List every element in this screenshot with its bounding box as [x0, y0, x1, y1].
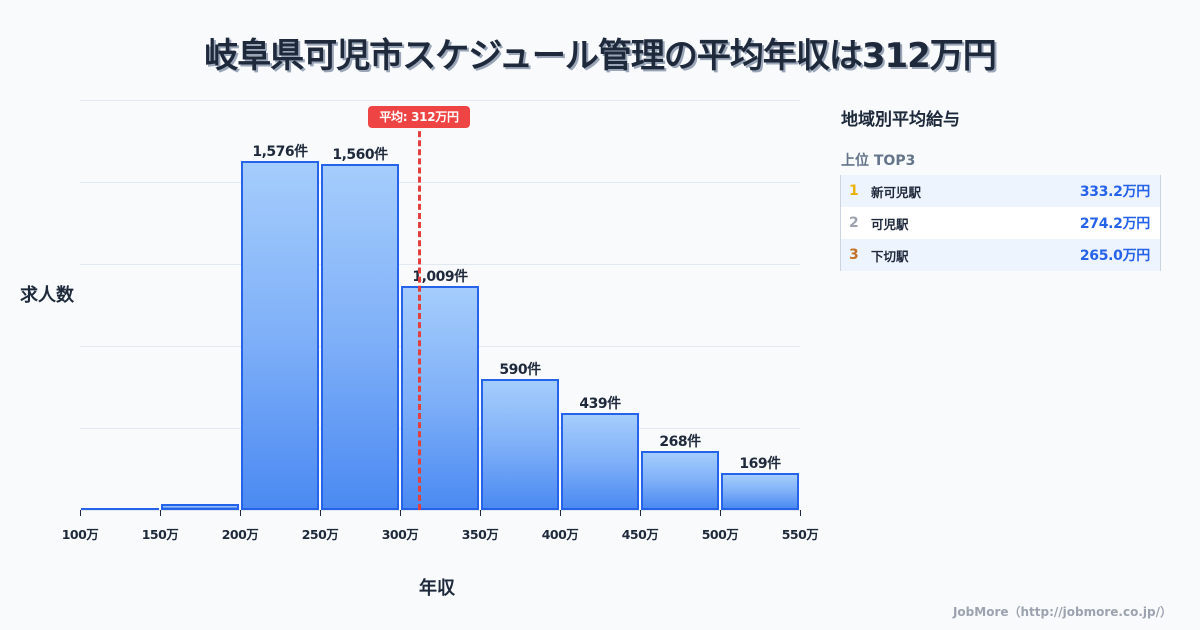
ranking-row: 1 新可児駅 333.2万円	[841, 175, 1160, 207]
rank-number: 1	[849, 183, 859, 199]
x-tick-label: 250万	[301, 527, 339, 542]
ranking-row: 2 可児駅 274.2万円	[841, 207, 1160, 239]
x-tick	[560, 510, 561, 516]
bar-value-label: 590件	[499, 362, 541, 378]
x-tick-label: 350万	[461, 527, 499, 542]
x-tick-label: 500万	[701, 527, 739, 542]
histogram-bar	[81, 508, 159, 510]
mean-badge: 平均: 312万円	[368, 106, 470, 128]
x-tick	[320, 510, 321, 516]
x-tick-label: 150万	[141, 527, 179, 542]
histogram-bar	[401, 286, 479, 510]
average-salary: 274.2万円	[1079, 216, 1150, 232]
average-salary: 265.0万円	[1079, 248, 1150, 264]
bar-value-label: 268件	[659, 434, 701, 450]
x-tick-label: 100万	[61, 527, 99, 542]
x-tick	[400, 510, 401, 516]
x-tick	[720, 510, 721, 516]
x-tick	[800, 510, 801, 516]
x-axis-label: 年収	[419, 578, 455, 599]
x-tick-label: 400万	[541, 527, 579, 542]
x-tick	[160, 510, 161, 516]
gridline	[80, 182, 800, 183]
x-tick-label: 550万	[781, 527, 819, 542]
gridline	[80, 510, 800, 511]
bar-value-label: 1,560件	[332, 147, 388, 163]
x-tick	[240, 510, 241, 516]
bar-value-label: 1,009件	[412, 269, 468, 285]
histogram-bar	[641, 451, 719, 510]
y-axis-label: 求人数	[20, 285, 74, 306]
histogram-chart: 求人数 年収 1,576件 1,560件 1,009件 590件 439件 268件 169…	[20, 100, 819, 599]
histogram-bar	[481, 379, 559, 510]
x-tick	[80, 510, 81, 516]
histogram-bar	[241, 161, 319, 510]
x-tick-label: 200万	[221, 527, 259, 542]
ranking-table: 1 新可児駅 333.2万円 2 可児駅 274.2万円 3 下切駅 265.0…	[840, 175, 1161, 271]
histogram-bar	[161, 504, 239, 510]
histogram-bar	[321, 164, 399, 510]
page-title: 岐阜県可児市スケジュール管理の平均年収は312万円	[204, 36, 997, 76]
bar-value-label: 439件	[579, 396, 621, 412]
panel-subtitle: 上位 TOP3	[841, 153, 916, 169]
footer-credit: JobMore（http://jobmore.co.jp/）	[952, 605, 1172, 619]
gridline	[80, 264, 800, 265]
mean-line	[418, 122, 421, 510]
histogram-bar	[561, 413, 639, 510]
ranking-row: 3 下切駅 265.0万円	[841, 239, 1160, 271]
histogram-bar	[721, 473, 799, 510]
panel-title: 地域別平均給与	[841, 110, 960, 130]
station-name: 下切駅	[871, 248, 909, 264]
station-name: 新可児駅	[871, 184, 922, 200]
station-name: 可児駅	[871, 216, 909, 232]
gridline	[80, 100, 800, 101]
rank-number: 3	[849, 247, 859, 263]
x-tick	[480, 510, 481, 516]
average-salary: 333.2万円	[1079, 184, 1150, 200]
x-tick-label: 450万	[621, 527, 659, 542]
x-tick-label: 300万	[381, 527, 419, 542]
x-tick	[640, 510, 641, 516]
rank-number: 2	[849, 215, 859, 231]
bar-value-label: 1,576件	[252, 144, 308, 160]
bar-value-label: 169件	[739, 456, 781, 472]
